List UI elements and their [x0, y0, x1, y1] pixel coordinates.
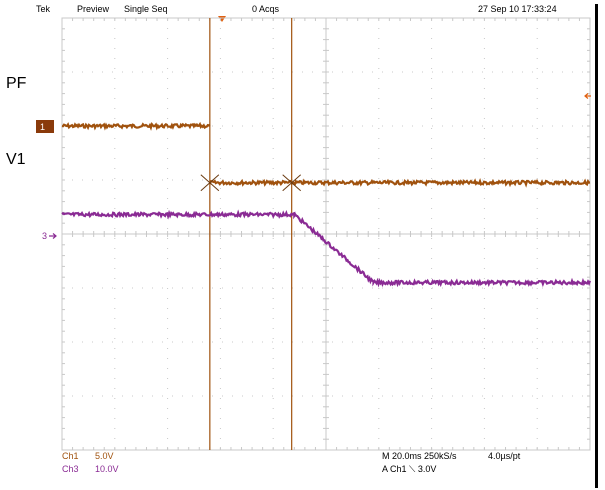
trigger-level-icon	[584, 93, 591, 99]
timebase-readout: M 20.0ms 250kS/s	[382, 451, 457, 461]
acq-count-label: 0 Acqs	[252, 4, 280, 14]
traces	[61, 18, 592, 450]
trigger-readout: A Ch1 ⟍ 3.0V	[382, 464, 436, 474]
record-readout: 4.0µs/pt	[488, 451, 521, 461]
right-edge-bar	[595, 4, 598, 488]
ch3-arrow-icon	[49, 233, 57, 239]
ch3-marker-label: 3	[42, 231, 47, 241]
trace-ch3-seg1	[61, 209, 592, 288]
trigger-position-icon	[218, 16, 226, 22]
ch3-scale: 10.0V	[95, 464, 119, 474]
graticule	[61, 17, 591, 451]
cursor-cross-icon	[282, 174, 302, 192]
acq-mode-label: Single Seq	[124, 4, 168, 14]
brand-label: Tek	[36, 4, 51, 14]
ch1-marker-label: 1	[40, 122, 45, 132]
ch1-name: Ch1	[62, 451, 79, 461]
ch3-name: Ch3	[62, 464, 79, 474]
trace-ch1-seg1	[61, 121, 211, 131]
mode-label: Preview	[77, 4, 110, 14]
trace-ch1-seg2	[208, 178, 591, 188]
cursor-cross-icon	[200, 174, 220, 192]
pf-label: PF	[6, 75, 27, 92]
ch1-scale: 5.0V	[95, 451, 114, 461]
ch1-level-marker[interactable]: 1	[36, 120, 60, 133]
ch3-level-marker[interactable]: 3	[42, 231, 57, 241]
timestamp-label: 27 Sep 10 17:33:24	[478, 4, 557, 14]
v1-label: V1	[6, 151, 26, 168]
